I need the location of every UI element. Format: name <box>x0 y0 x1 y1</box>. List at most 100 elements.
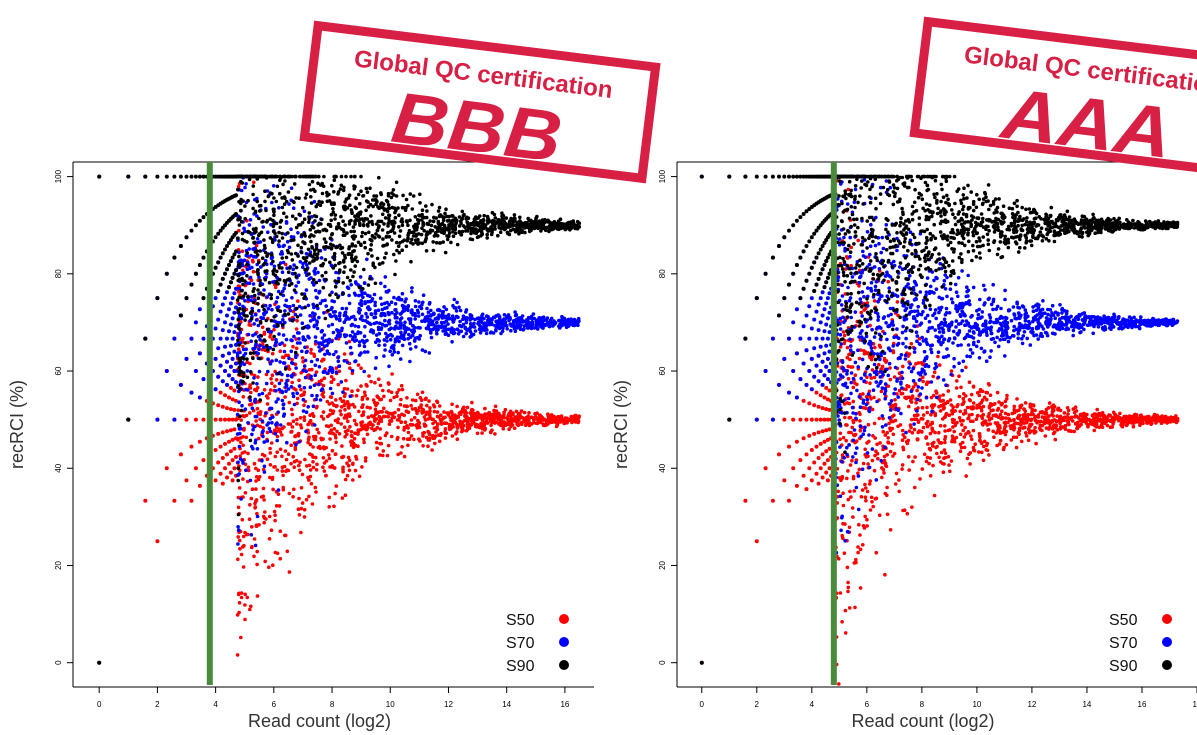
point <box>374 282 378 286</box>
point <box>432 249 436 253</box>
point <box>362 441 366 445</box>
point <box>468 427 472 431</box>
point <box>382 203 386 207</box>
point <box>408 229 412 233</box>
point <box>262 238 266 242</box>
point <box>308 253 312 257</box>
point <box>314 398 318 402</box>
point <box>329 308 333 312</box>
point <box>314 486 318 490</box>
point <box>446 219 450 223</box>
point <box>306 423 310 427</box>
point <box>354 359 358 363</box>
panel-right: 024681012141618020406080100Read count (l… <box>611 22 1197 731</box>
point <box>305 410 309 414</box>
point <box>227 329 231 333</box>
point <box>355 423 359 427</box>
point <box>240 189 244 193</box>
point <box>343 408 347 412</box>
point <box>237 343 241 347</box>
point <box>455 309 459 313</box>
point <box>516 323 520 327</box>
point <box>283 313 287 317</box>
point <box>232 272 236 276</box>
point <box>302 297 306 301</box>
point <box>334 285 338 289</box>
point <box>387 217 391 221</box>
point <box>97 175 101 179</box>
point <box>802 436 806 440</box>
point <box>817 405 821 409</box>
point <box>529 322 533 326</box>
point <box>463 410 467 414</box>
point <box>227 462 231 466</box>
point <box>185 296 189 300</box>
point <box>394 216 398 220</box>
point <box>270 293 274 297</box>
point <box>229 365 233 369</box>
point <box>343 223 347 227</box>
point <box>345 197 349 201</box>
point <box>442 321 446 325</box>
point <box>341 246 345 250</box>
point <box>317 316 321 320</box>
point <box>361 231 365 235</box>
x-tick-label: 0 <box>97 700 102 709</box>
point <box>444 207 448 211</box>
point <box>375 321 379 325</box>
point <box>280 196 284 200</box>
point <box>815 472 819 476</box>
point <box>281 252 285 256</box>
point <box>360 299 364 303</box>
point <box>433 436 437 440</box>
point <box>311 180 315 184</box>
point <box>320 182 324 186</box>
point <box>402 327 406 331</box>
point <box>295 307 299 311</box>
point <box>250 266 254 270</box>
point <box>318 365 322 369</box>
point <box>273 513 277 517</box>
x-tick-label: 14 <box>502 700 511 709</box>
point <box>275 439 279 443</box>
point <box>221 430 225 434</box>
point <box>350 211 354 215</box>
point <box>348 302 352 306</box>
point <box>427 399 431 403</box>
point <box>447 411 451 415</box>
point <box>283 175 287 179</box>
point <box>202 418 206 422</box>
point <box>795 484 799 488</box>
point <box>365 199 369 203</box>
point <box>172 256 176 260</box>
point <box>405 410 409 414</box>
point <box>348 203 352 207</box>
point <box>324 240 328 244</box>
point <box>377 309 381 313</box>
point <box>381 261 385 265</box>
point <box>513 310 517 314</box>
point <box>490 233 494 237</box>
point <box>255 318 259 322</box>
point <box>229 323 233 327</box>
point <box>265 220 269 224</box>
point <box>294 196 298 200</box>
point <box>399 326 403 330</box>
point <box>97 661 101 665</box>
point <box>386 415 390 419</box>
point <box>513 419 517 423</box>
point <box>238 539 242 543</box>
point <box>409 241 413 245</box>
point <box>258 338 262 342</box>
point <box>805 487 809 491</box>
point <box>246 376 250 380</box>
point <box>241 459 245 463</box>
point <box>392 188 396 192</box>
point <box>438 314 442 318</box>
point <box>238 415 242 419</box>
point <box>310 245 314 249</box>
point <box>290 252 294 256</box>
point <box>377 422 381 426</box>
point <box>295 347 299 351</box>
point <box>322 447 326 451</box>
